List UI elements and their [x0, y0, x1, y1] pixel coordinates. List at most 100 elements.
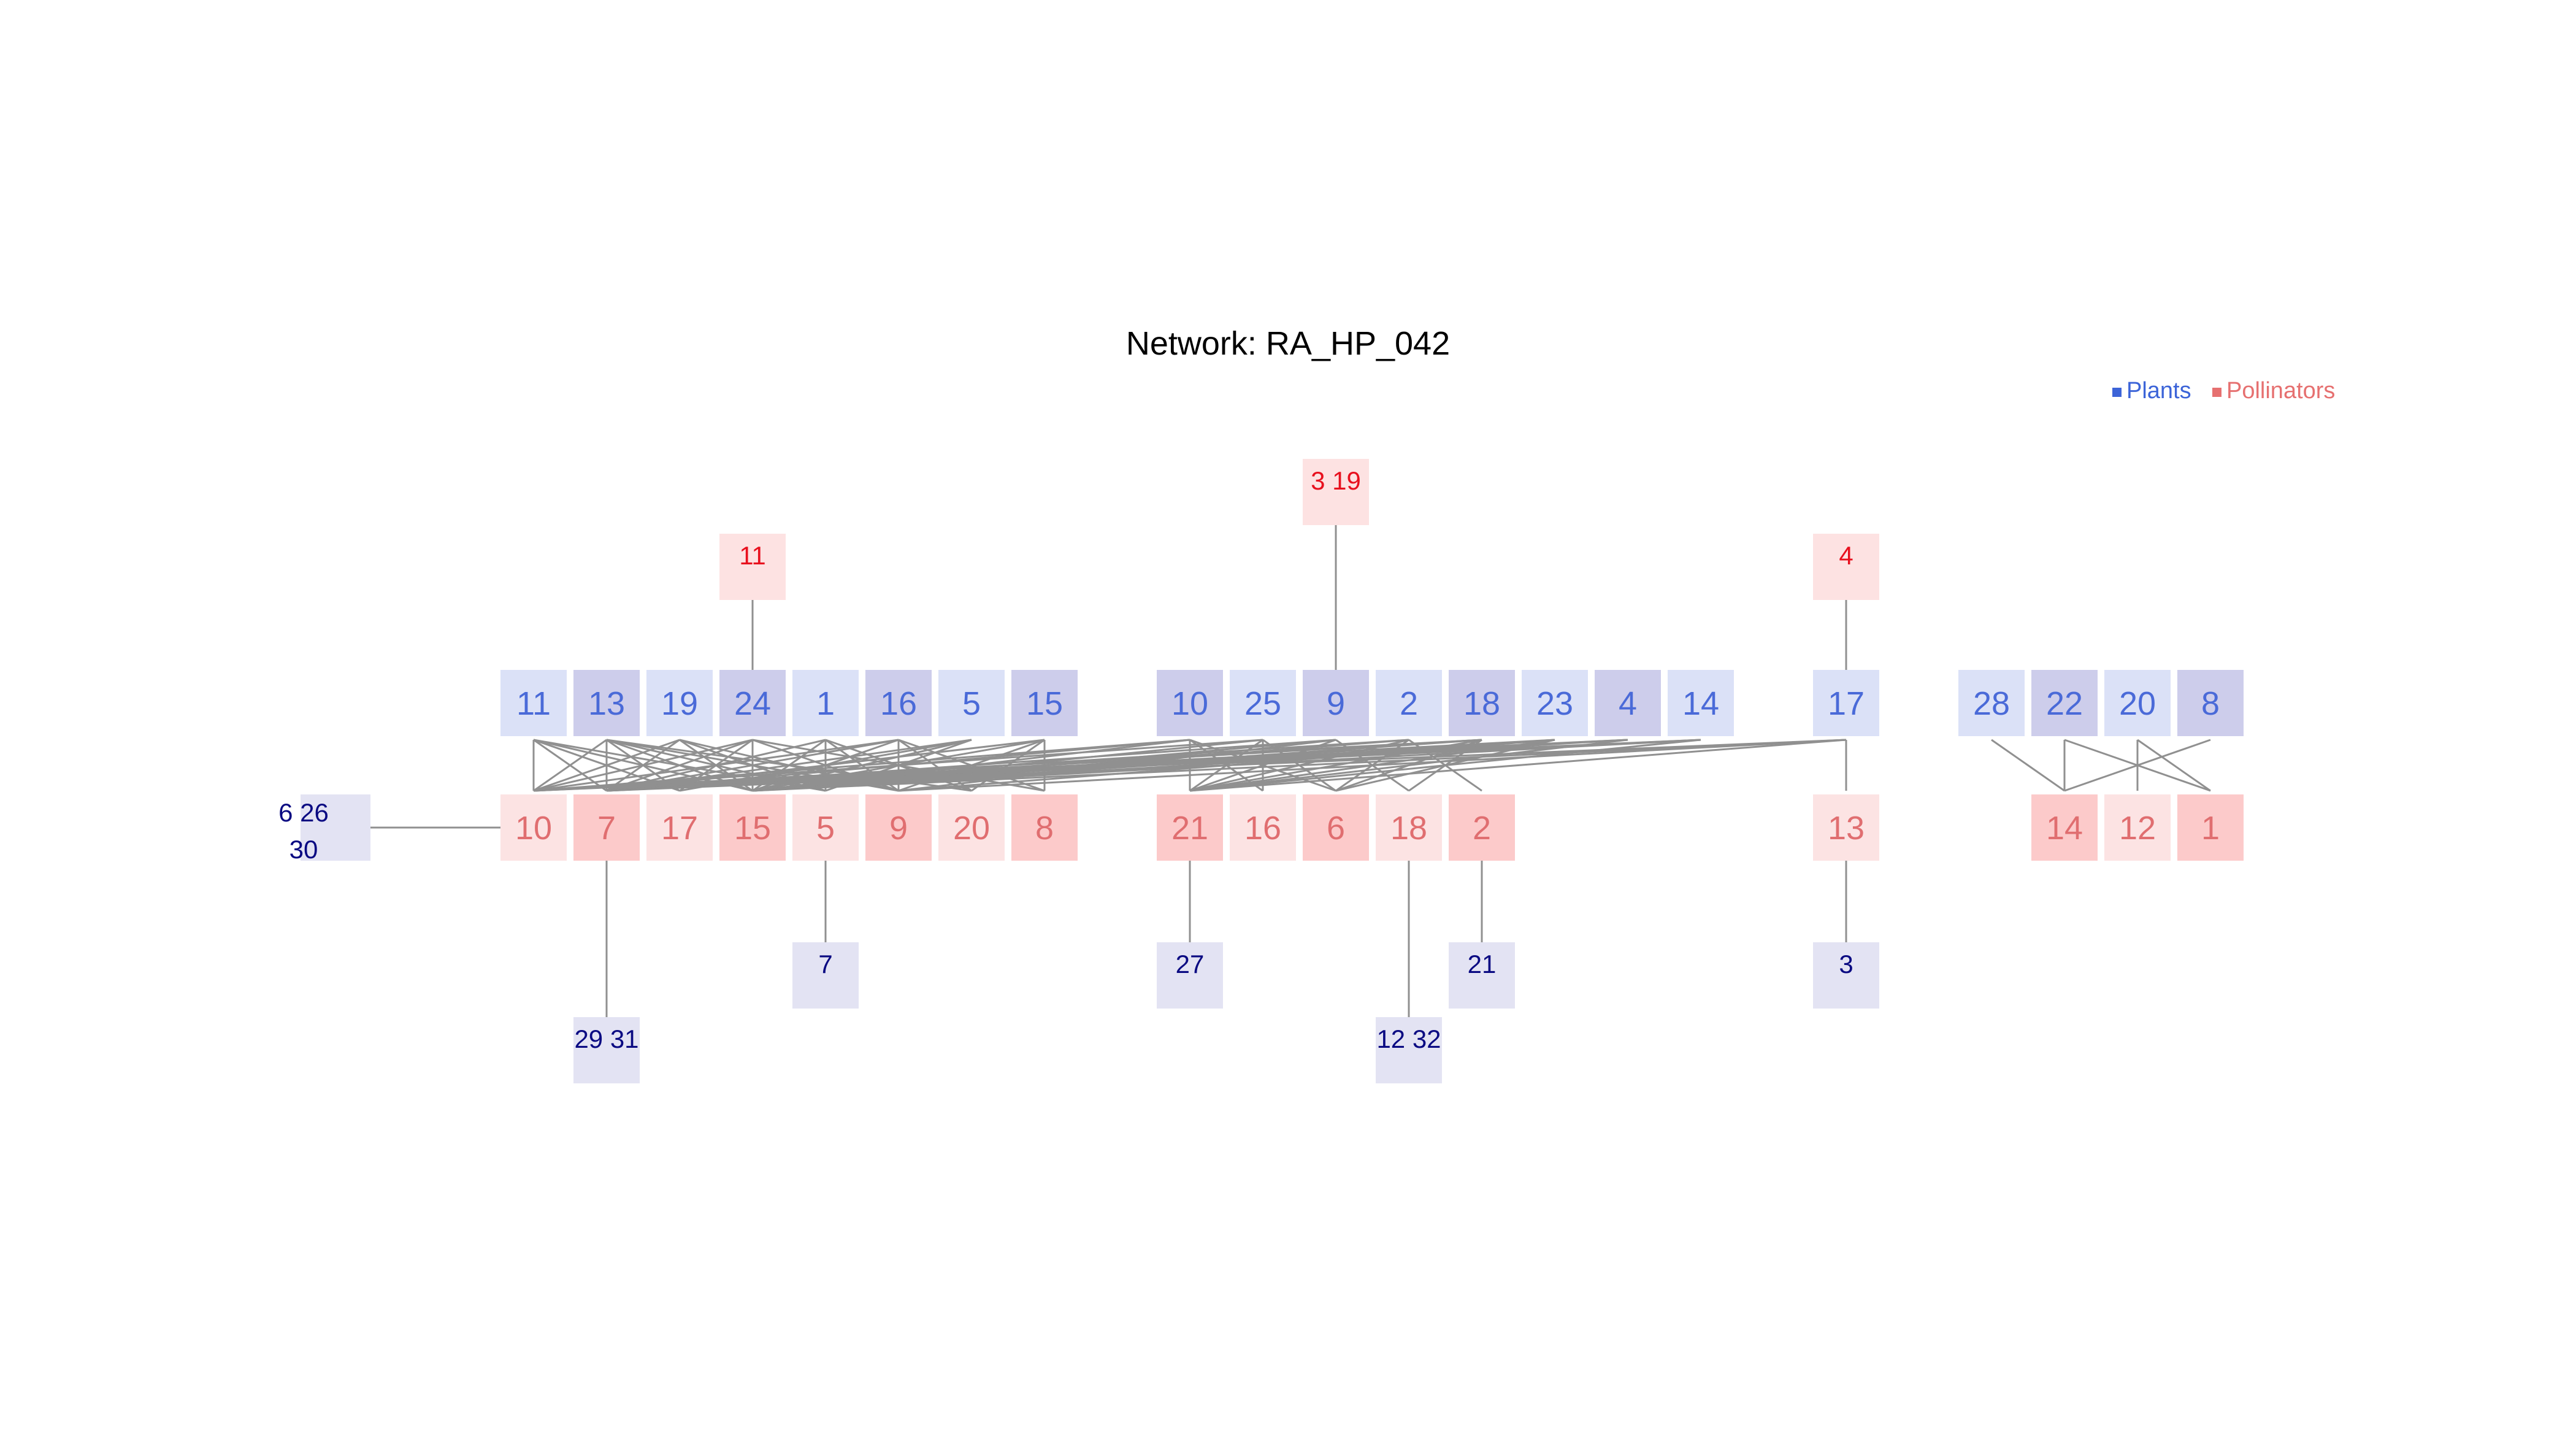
extra-plant-node: 7 [792, 942, 859, 1009]
pollinator-node-box [573, 794, 640, 861]
plant-node-box [1522, 670, 1588, 736]
pollinator-node-label: 20 [953, 810, 990, 847]
pollinator-node: 13 [1813, 794, 1879, 861]
pollinator-node: 5 [792, 794, 859, 861]
extra-pollinator-label: 11 [739, 541, 766, 570]
pollinator-node-label: 15 [734, 810, 771, 847]
pollinator-node: 17 [646, 794, 713, 861]
extra-plant-label: 12 32 [1376, 1024, 1441, 1053]
plant-node-box [573, 670, 640, 736]
plant-node-label: 9 [1327, 685, 1345, 722]
pollinator-node-label: 7 [597, 810, 616, 847]
extra-pollinator-node: 3 19 [1303, 459, 1369, 525]
pollinator-node-label: 14 [2046, 810, 2083, 847]
plant-node-box [1230, 670, 1296, 736]
plant-node: 15 [1011, 670, 1078, 736]
plant-node-box [1813, 670, 1879, 736]
plant-node: 28 [1958, 670, 2025, 736]
plant-node-label: 19 [661, 685, 698, 722]
pollinator-node-label: 16 [1244, 810, 1281, 847]
plant-node-label: 5 [962, 685, 981, 722]
plant-node-label: 25 [1244, 685, 1281, 722]
extra-pollinator-box [1813, 534, 1879, 600]
legend-plants-swatch [2112, 388, 2122, 397]
pollinator-node-label: 12 [2119, 810, 2156, 847]
plant-node-box [2031, 670, 2098, 736]
pollinator-node-box [1230, 794, 1296, 861]
pollinator-node: 20 [938, 794, 1005, 861]
plant-node-box [2104, 670, 2171, 736]
interaction-edge [606, 739, 1847, 792]
plant-node: 18 [1449, 670, 1515, 736]
plant-node-box [1303, 670, 1369, 736]
extra-pollinator-label: 4 [1839, 541, 1853, 570]
interaction-edge [752, 739, 1847, 792]
legend-pollinators-label: Pollinators [2226, 378, 2335, 404]
pollinator-node-label: 6 [1327, 810, 1345, 847]
extra-pollinator-label: 3 19 [1311, 466, 1361, 495]
plant-node: 1 [792, 670, 859, 736]
plant-node: 2 [1376, 670, 1442, 736]
extra-plant-box [1157, 942, 1223, 1009]
pollinator-node-box [938, 794, 1005, 861]
pollinator-node-label: 1 [2201, 810, 2220, 847]
plant-node-box [2177, 670, 2244, 736]
legend-plants-label: Plants [2126, 378, 2191, 404]
plant-node-label: 15 [1026, 685, 1063, 722]
pollinator-node-box [865, 794, 932, 861]
pollinator-node-box [1011, 794, 1078, 861]
extra-plant-node: 21 [1449, 942, 1515, 1009]
pollinator-node-label: 8 [1035, 810, 1054, 847]
pollinator-node-box [719, 794, 786, 861]
interaction-edge [533, 739, 1263, 792]
plant-node: 22 [2031, 670, 2098, 736]
plant-node: 13 [573, 670, 640, 736]
plant-node: 20 [2104, 670, 2171, 736]
plant-node-label: 14 [1682, 685, 1719, 722]
legend-pollinators-swatch [2212, 388, 2221, 397]
pollinator-node-label: 5 [816, 810, 835, 847]
extra-plant-box [1449, 942, 1515, 1009]
plant-node-box [1376, 670, 1442, 736]
pollinator-node-box [1449, 794, 1515, 861]
extra-plant-label: 27 [1176, 950, 1205, 978]
interaction-edge [533, 739, 899, 792]
pollinator-node: 12 [2104, 794, 2171, 861]
extra-plant-node: 27 [1157, 942, 1223, 1009]
pollinator-node-label: 2 [1473, 810, 1491, 847]
pollinator-node: 9 [865, 794, 932, 861]
plant-node-label: 16 [880, 685, 917, 722]
plant-node-label: 20 [2119, 685, 2156, 722]
pollinator-node-box [1303, 794, 1369, 861]
plant-node-box [1157, 670, 1223, 736]
plant-node-box [1449, 670, 1515, 736]
pollinator-node: 21 [1157, 794, 1223, 861]
interaction-edge [2064, 739, 2211, 792]
interaction-edge [898, 739, 1847, 792]
pollinator-node-box [2177, 794, 2244, 861]
pollinator-node-label: 18 [1390, 810, 1427, 847]
extra-plant-box [573, 1017, 640, 1083]
plant-node-label: 8 [2201, 685, 2220, 722]
pollinator-node-box [500, 794, 567, 861]
pollinator-node: 16 [1230, 794, 1296, 861]
plant-node-label: 4 [1619, 685, 1637, 722]
plant-node: 24 [719, 670, 786, 736]
extra-plant-label: 7 [818, 950, 832, 978]
pollinator-node-label: 21 [1171, 810, 1208, 847]
pollinator-node-box [1157, 794, 1223, 861]
plant-node: 9 [1303, 670, 1369, 736]
interaction-edge [533, 739, 753, 792]
extra-plant-box [1813, 942, 1879, 1009]
pollinator-node-label: 13 [1828, 810, 1865, 847]
extra-pollinator-node: 11 [719, 534, 786, 600]
pollinator-node: 18 [1376, 794, 1442, 861]
extra-plant-node: 6 26 30 [278, 794, 370, 864]
plant-node-box [1668, 670, 1734, 736]
extra-plant-box [301, 794, 370, 861]
pollinator-node-label: 9 [889, 810, 908, 847]
plant-node-label: 24 [734, 685, 771, 722]
plant-node-box [500, 670, 567, 736]
pollinator-node-box [2031, 794, 2098, 861]
